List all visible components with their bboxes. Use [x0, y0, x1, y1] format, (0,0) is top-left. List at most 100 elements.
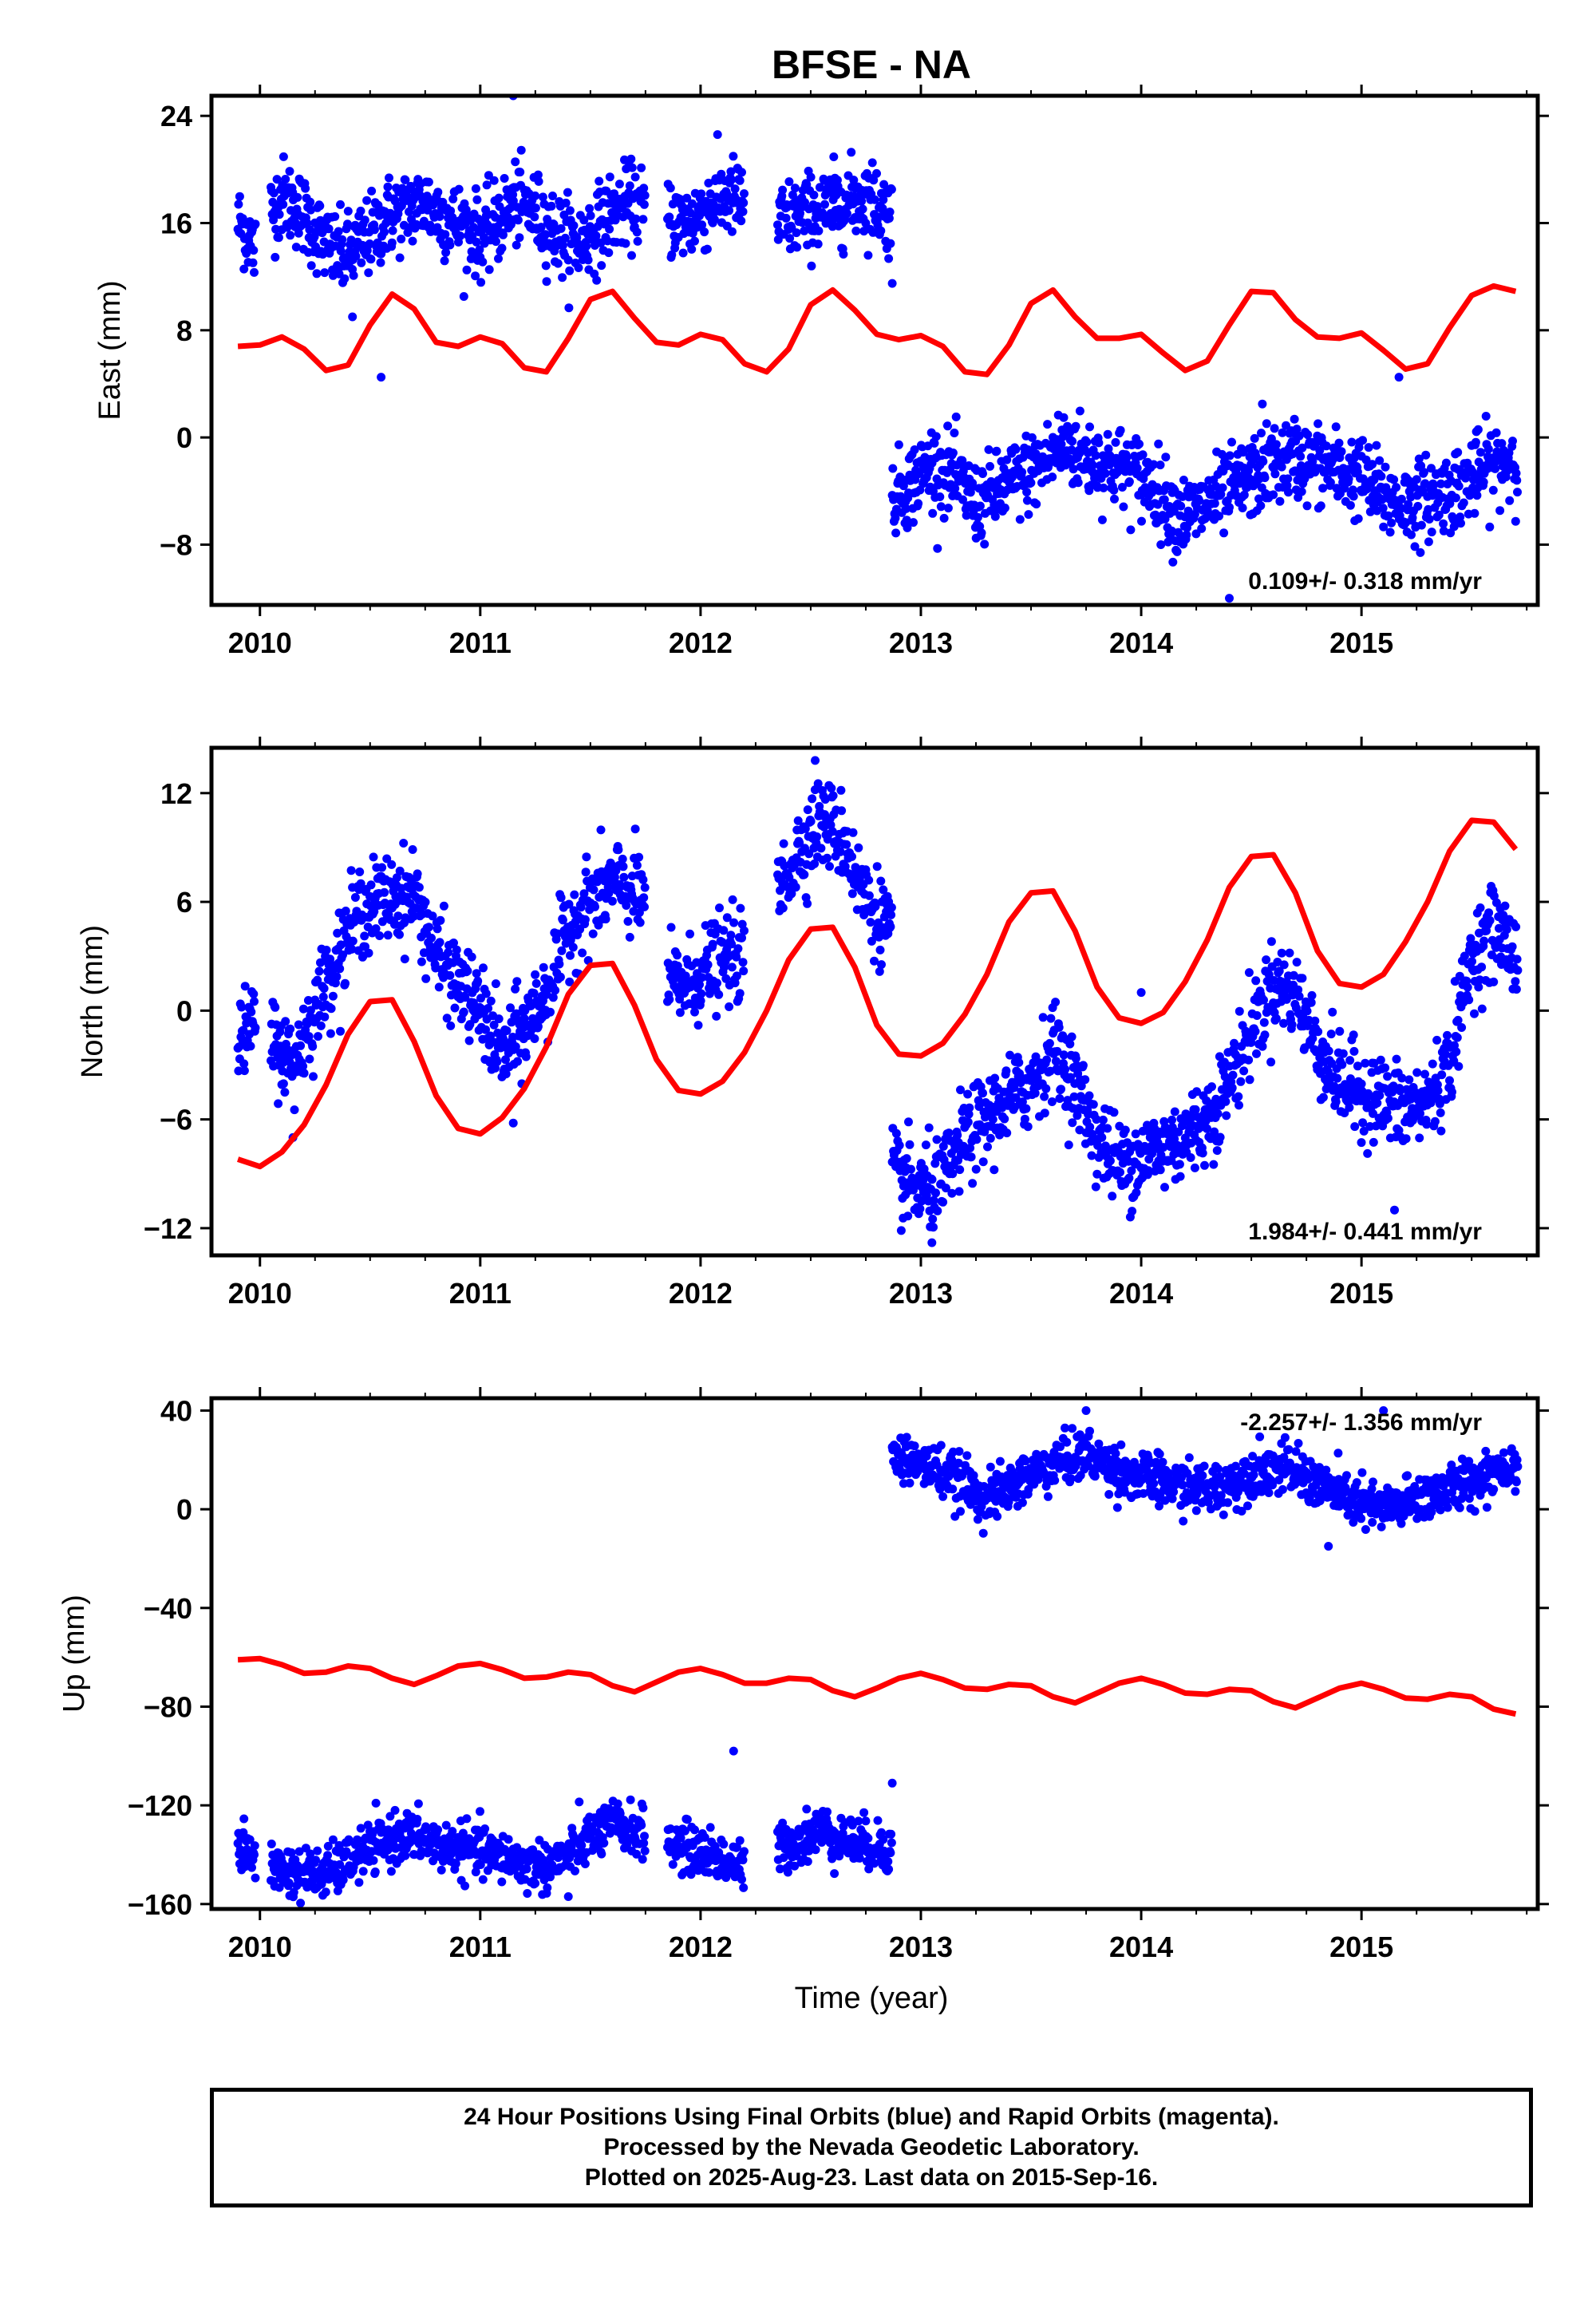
- east-point: [863, 251, 873, 260]
- east-point: [943, 504, 953, 513]
- north-point: [904, 1117, 913, 1127]
- north-point: [795, 838, 804, 848]
- east-point: [560, 233, 570, 243]
- east-point: [1048, 472, 1057, 482]
- east-point: [513, 215, 523, 225]
- north-point: [1373, 1098, 1382, 1108]
- north-point: [725, 1002, 734, 1011]
- east-point: [730, 184, 740, 194]
- north-point: [665, 994, 674, 1004]
- north-point: [1065, 1039, 1075, 1049]
- up-point: [390, 1805, 400, 1815]
- east-point: [697, 189, 706, 199]
- east-point: [784, 177, 794, 187]
- up-point: [245, 1835, 255, 1844]
- north-point: [1477, 1004, 1487, 1014]
- north-point: [990, 1073, 1000, 1083]
- north-point: [727, 962, 737, 972]
- east-point: [269, 188, 279, 198]
- east-point: [950, 484, 960, 493]
- north-point: [526, 1001, 535, 1010]
- east-point: [984, 445, 994, 454]
- north-point: [1437, 1070, 1447, 1080]
- north-point: [1190, 1163, 1199, 1172]
- north-point: [1357, 1079, 1366, 1089]
- north-point: [1358, 1118, 1368, 1128]
- east-point: [1110, 494, 1119, 504]
- north-point: [425, 923, 433, 932]
- east-point: [1132, 464, 1142, 472]
- east-point: [818, 211, 828, 221]
- north-point: [610, 872, 619, 882]
- east-point: [869, 176, 879, 185]
- north-point: [947, 1188, 957, 1198]
- east-point: [1219, 528, 1229, 538]
- east-point: [1449, 522, 1459, 532]
- east-point: [401, 176, 410, 184]
- east-point: [516, 168, 525, 177]
- up-point: [613, 1799, 622, 1808]
- north-point: [486, 996, 496, 1006]
- north-point: [1353, 1061, 1362, 1071]
- east-point: [279, 200, 288, 209]
- north-point: [1066, 1073, 1075, 1082]
- east-point: [476, 278, 486, 287]
- north-point: [429, 953, 439, 962]
- north-point: [395, 930, 404, 939]
- north-point: [408, 845, 417, 854]
- east-point: [1211, 481, 1221, 491]
- east-point: [930, 438, 939, 448]
- north-point: [1209, 1160, 1219, 1169]
- north-point: [739, 966, 749, 976]
- north-point: [808, 794, 817, 804]
- north-point: [1349, 1030, 1358, 1040]
- east-point: [829, 152, 839, 161]
- east-point: [1347, 437, 1357, 447]
- east-point: [1427, 528, 1436, 537]
- east-point: [538, 192, 547, 202]
- up-point: [462, 1814, 472, 1824]
- east-point: [973, 512, 982, 522]
- east-point: [962, 511, 971, 520]
- north-point: [1124, 1173, 1134, 1183]
- north-point: [448, 958, 458, 967]
- north-point: [1245, 1075, 1254, 1085]
- east-point: [435, 211, 444, 221]
- east-x-tick-label: 2013: [889, 626, 953, 659]
- east-point: [1481, 412, 1491, 421]
- east-point: [1413, 501, 1423, 511]
- north-point: [1310, 1016, 1320, 1026]
- east-point: [343, 207, 353, 216]
- east-point: [847, 148, 856, 157]
- north-point: [1259, 995, 1268, 1005]
- east-x-tick-label: 2014: [1109, 626, 1173, 659]
- north-point: [511, 1042, 520, 1051]
- up-point: [640, 1832, 649, 1841]
- east-point: [542, 277, 551, 287]
- east-point: [1303, 430, 1313, 440]
- north-point: [607, 896, 617, 906]
- east-point: [857, 196, 867, 206]
- east-point: [1495, 506, 1505, 516]
- north-point: [870, 956, 879, 966]
- north-point: [666, 923, 676, 932]
- north-point: [618, 862, 628, 871]
- up-point: [776, 1864, 784, 1874]
- north-x-tick-label: 2011: [449, 1277, 512, 1310]
- north-point: [511, 984, 520, 994]
- north-point: [1148, 1144, 1158, 1153]
- north-point: [800, 824, 810, 833]
- east-point: [1419, 468, 1428, 477]
- north-point: [333, 928, 342, 938]
- north-point: [444, 947, 453, 957]
- up-point: [286, 1848, 296, 1857]
- east-outlier-point: [377, 373, 386, 382]
- north-point: [1017, 1097, 1027, 1107]
- north-point: [1041, 1084, 1051, 1093]
- north-point: [1266, 937, 1276, 947]
- north-point: [1273, 958, 1282, 966]
- east-point: [1368, 460, 1377, 469]
- east-point: [885, 207, 895, 217]
- east-point: [1068, 437, 1077, 446]
- east-point: [1103, 429, 1112, 439]
